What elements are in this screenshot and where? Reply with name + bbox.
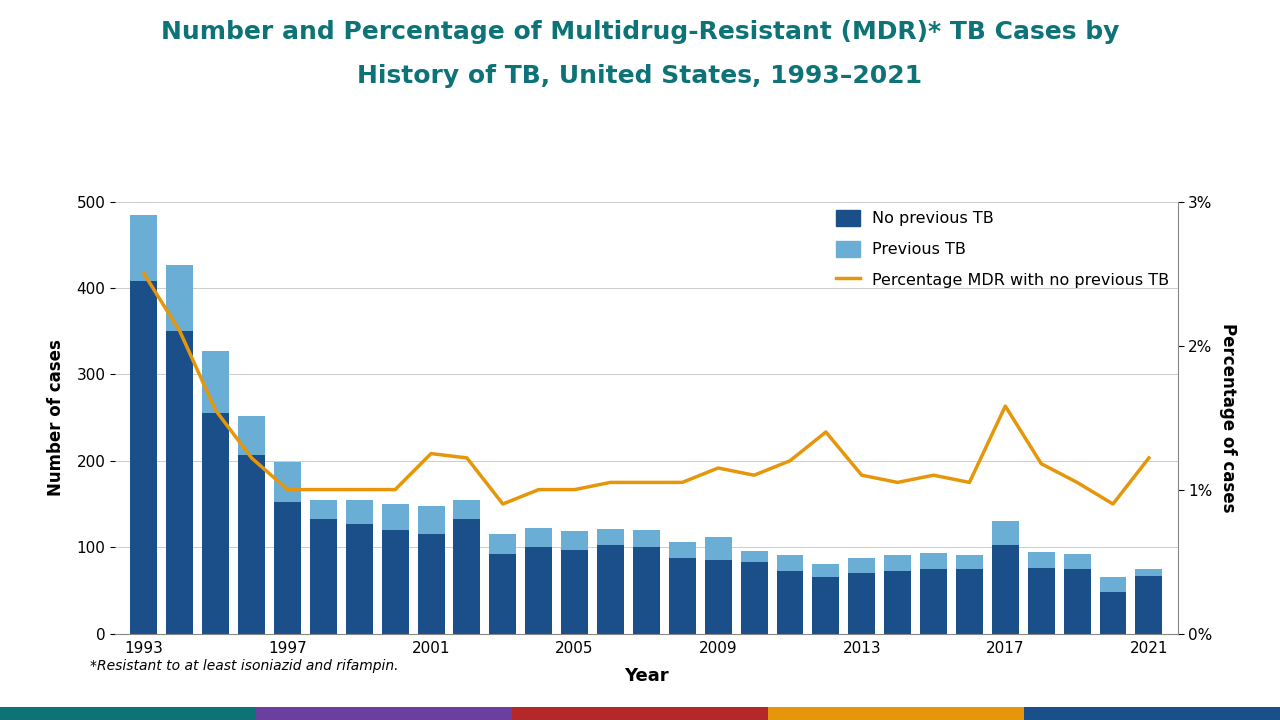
Bar [813, 577, 840, 634]
Bar [669, 557, 696, 634]
Bar [238, 416, 265, 455]
Bar [705, 537, 732, 560]
Bar [849, 559, 876, 573]
Bar [202, 351, 229, 413]
Bar [777, 570, 804, 634]
Bar [777, 555, 804, 570]
Bar [381, 530, 408, 634]
Bar [202, 413, 229, 634]
Bar [166, 331, 193, 634]
Bar [992, 546, 1019, 634]
Legend: No previous TB, Previous TB, Percentage MDR with no previous TB: No previous TB, Previous TB, Percentage … [836, 210, 1170, 288]
Bar [525, 547, 552, 634]
Bar [1100, 577, 1126, 592]
Bar [310, 518, 337, 634]
Bar [920, 553, 947, 569]
Text: *Resistant to at least isoniazid and rifampin.: *Resistant to at least isoniazid and rif… [90, 659, 398, 673]
Bar [561, 550, 588, 634]
Bar [346, 500, 372, 524]
Text: Number and Percentage of Multidrug-Resistant (MDR)* TB Cases by: Number and Percentage of Multidrug-Resis… [161, 20, 1119, 45]
Bar [489, 534, 516, 554]
Bar [1064, 569, 1091, 634]
Bar [632, 547, 660, 634]
Bar [489, 554, 516, 634]
Bar [346, 524, 372, 634]
Y-axis label: Number of cases: Number of cases [47, 339, 65, 496]
Bar [381, 504, 408, 530]
Bar [1100, 592, 1126, 634]
Bar [1064, 554, 1091, 569]
Bar [632, 530, 660, 547]
Bar [417, 505, 444, 534]
Bar [274, 462, 301, 503]
Bar [274, 503, 301, 634]
Bar [1028, 552, 1055, 568]
Bar [131, 215, 157, 281]
Bar [884, 555, 911, 570]
Bar [525, 528, 552, 547]
Bar [705, 560, 732, 634]
Y-axis label: Percentage of cases: Percentage of cases [1220, 323, 1238, 513]
Bar [453, 500, 480, 518]
Bar [1135, 569, 1162, 576]
Text: History of TB, United States, 1993–2021: History of TB, United States, 1993–2021 [357, 63, 923, 88]
Bar [849, 573, 876, 634]
Bar [669, 542, 696, 557]
Bar [884, 570, 911, 634]
Bar [1135, 576, 1162, 634]
Bar [596, 529, 623, 544]
Bar [166, 265, 193, 331]
X-axis label: Year: Year [625, 667, 668, 685]
Bar [1028, 568, 1055, 634]
Bar [956, 569, 983, 634]
Bar [741, 562, 768, 634]
Bar [417, 534, 444, 634]
Bar [956, 555, 983, 569]
Bar [813, 564, 840, 577]
Bar [992, 521, 1019, 546]
Bar [741, 551, 768, 562]
Bar [131, 281, 157, 634]
Bar [561, 531, 588, 550]
Bar [453, 518, 480, 634]
Bar [310, 500, 337, 518]
Bar [238, 455, 265, 634]
Bar [596, 544, 623, 634]
Bar [920, 569, 947, 634]
